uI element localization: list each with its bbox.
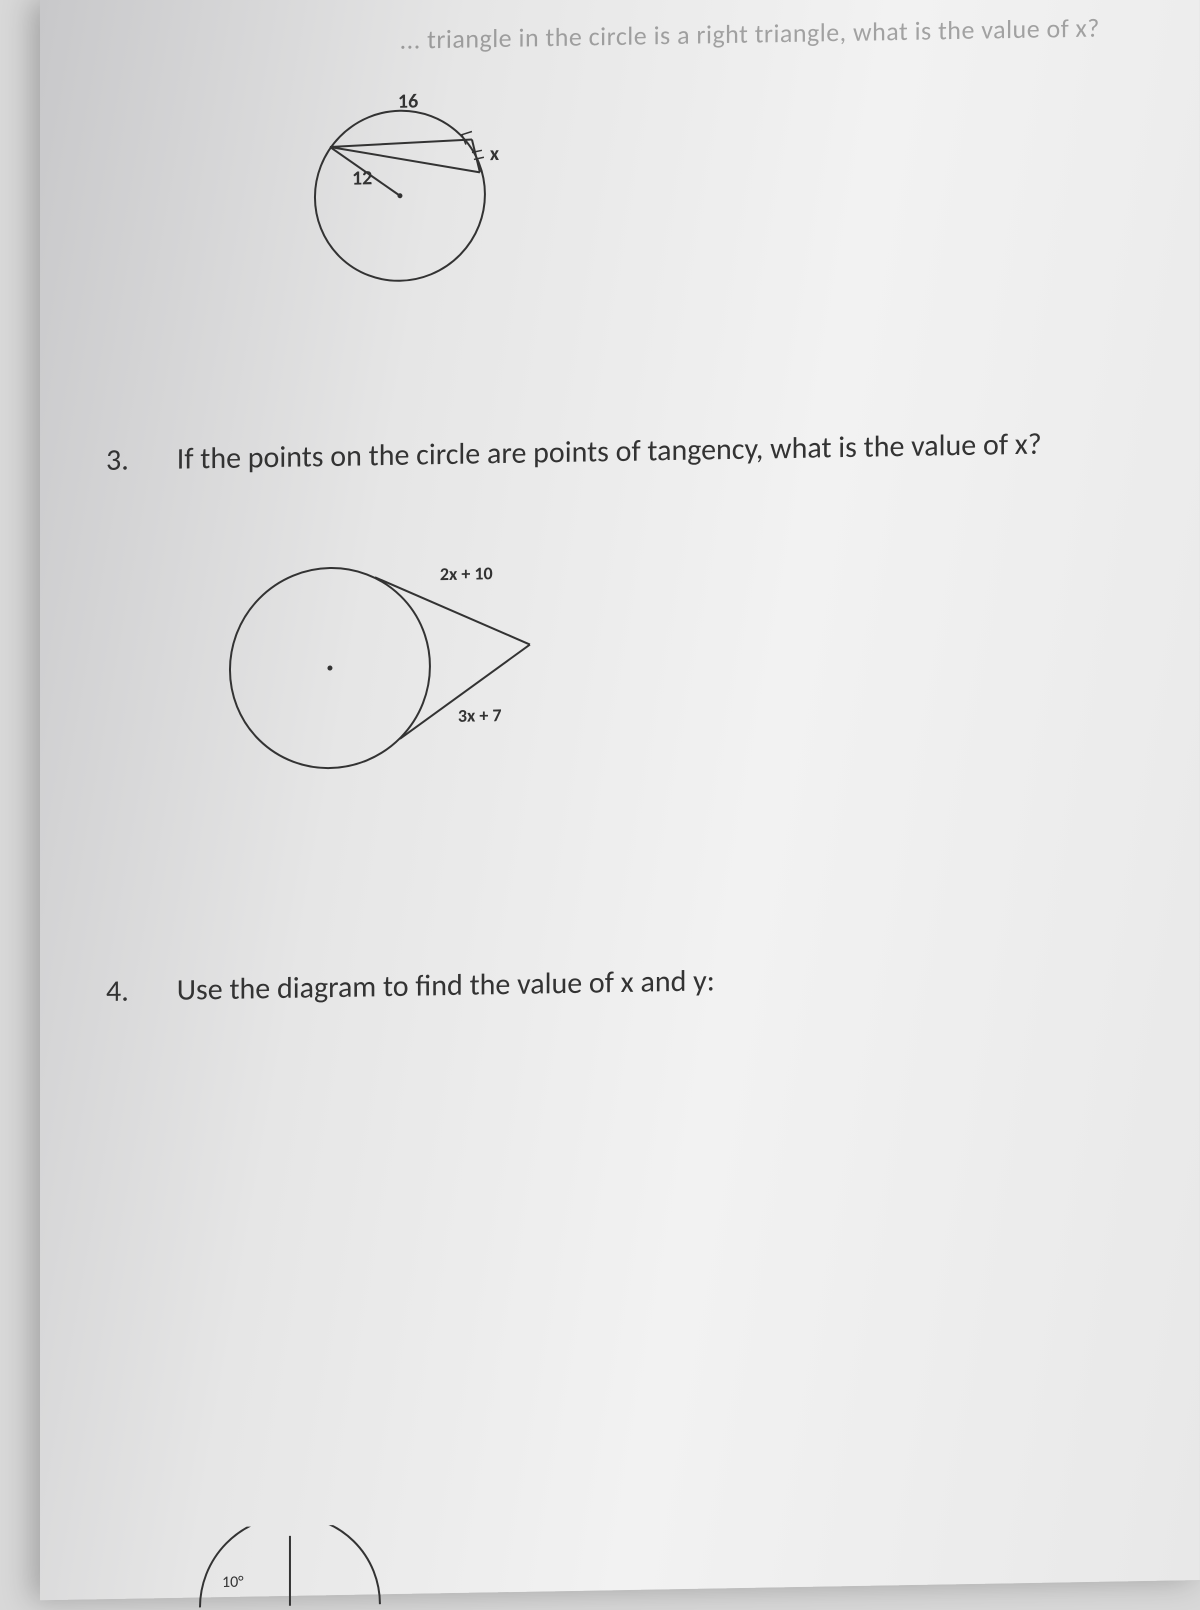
q3-label-bottom: 3x + 7	[458, 704, 502, 727]
q2-label-x: x	[490, 142, 500, 166]
q3-number: 3.	[140, 440, 170, 481]
q3-text-line: 3. If the points on the circle are point…	[154, 423, 1140, 481]
q4-svg: 10°	[160, 1524, 420, 1609]
q2-top-side	[330, 139, 472, 146]
question-4: 4. Use the diagram to find the value of …	[120, 953, 1140, 1011]
q4-text: Use the diagram to find the value of x a…	[177, 962, 715, 1008]
top-cutoff-text: ... triangle in the circle is a right tr…	[120, 11, 1140, 61]
q2-label-12: 12	[352, 166, 372, 190]
q4-partial-label: 10°	[222, 1573, 244, 1592]
q4-number: 4.	[140, 970, 170, 1011]
q2-label-16: 16	[398, 89, 418, 113]
worksheet-page: ... triangle in the circle is a right tr…	[40, 0, 1200, 1600]
q2-diagram: 16 12 x	[280, 53, 1140, 298]
q3-label-top: 2x + 10	[440, 562, 493, 585]
question-3: 3. If the points on the circle are point…	[120, 423, 1140, 811]
q3-diagram: 2x + 10 3x + 7	[200, 493, 1140, 809]
q2-leg-x	[472, 139, 480, 172]
q3-svg: 2x + 10 3x + 7	[200, 504, 560, 810]
q4-text-line: 4. Use the diagram to find the value of …	[154, 953, 1140, 1011]
q3-center	[327, 665, 332, 670]
q4-partial-diagram: 10°	[160, 1524, 420, 1609]
q3-tangent-top	[375, 574, 530, 647]
q3-text: If the points on the circle are points o…	[177, 426, 1042, 478]
q2-svg: 16 12 x	[280, 63, 540, 298]
